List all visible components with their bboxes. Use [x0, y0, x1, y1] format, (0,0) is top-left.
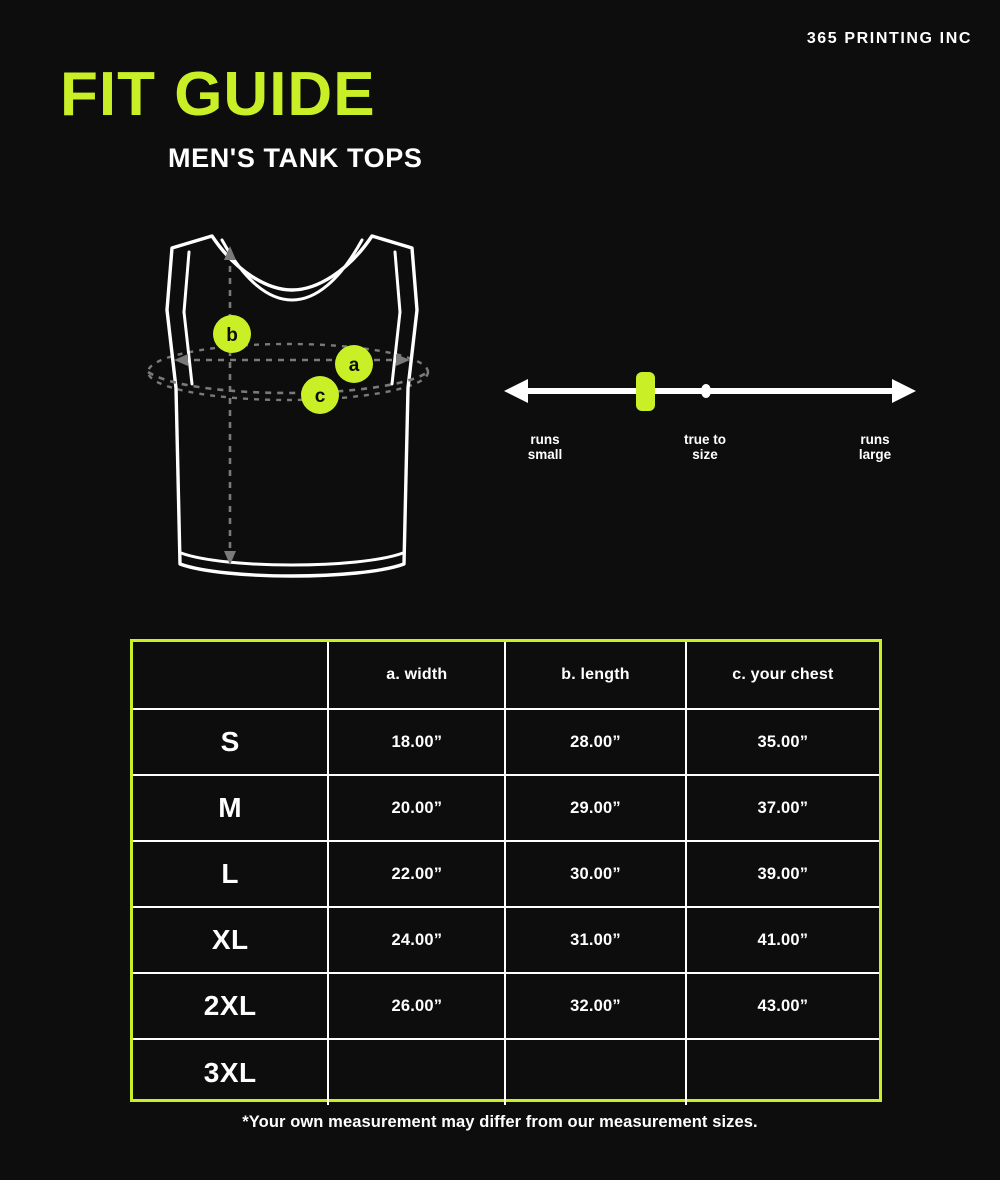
marker-a: a [335, 345, 373, 383]
cell-width: 18.00” [328, 709, 507, 776]
header-cell-chest: c. your chest [685, 642, 879, 710]
fit-scale-marker [636, 372, 655, 411]
length-measure-line [224, 246, 236, 565]
width-measure-line [174, 354, 410, 366]
cell-chest: 39.00” [685, 841, 879, 908]
cell-size: XL [133, 907, 330, 974]
marker-c-label: c [315, 386, 326, 407]
cell-width: 26.00” [328, 973, 507, 1040]
marker-b: b [213, 315, 251, 353]
chest-measure-line [147, 370, 429, 395]
marker-b-label: b [226, 325, 238, 346]
cell-size: L [133, 841, 330, 908]
tank-hem-line [179, 551, 405, 567]
cell-size: 2XL [133, 973, 330, 1040]
marker-c: c [301, 376, 339, 414]
cell-length: 30.00” [505, 841, 687, 908]
cell-chest [686, 1039, 879, 1105]
chest-ellipse-guide [146, 342, 430, 402]
table-row: 3XL [133, 1039, 879, 1105]
table-row: M 20.00” 29.00” 37.00” [133, 775, 879, 842]
fit-scale-labels: runs small true to size runs large [500, 432, 920, 477]
cell-length: 28.00” [505, 709, 687, 776]
fit-scale-arrow-left [504, 379, 528, 403]
brand-label: 365 PRINTING INC [806, 30, 972, 47]
cell-width [328, 1039, 507, 1105]
page-subtitle: MEN'S TANK TOPS [168, 143, 423, 173]
table-header-row: a. width b. length c. your chest [133, 642, 879, 710]
tank-top-illustration: b a c [140, 212, 450, 602]
page-title: FIT GUIDE [60, 60, 376, 129]
cell-chest: 37.00” [685, 775, 879, 842]
cell-size: M [133, 775, 330, 842]
fit-scale-label-small: runs small [527, 432, 563, 462]
cell-length [505, 1039, 687, 1105]
cell-length: 31.00” [505, 907, 687, 974]
fit-scale-center-dot [701, 384, 711, 398]
header-cell-size [133, 642, 330, 710]
table-row: XL 24.00” 31.00” 41.00” [133, 907, 879, 974]
cell-width: 24.00” [328, 907, 507, 974]
marker-a-label: a [349, 355, 360, 376]
fit-scale-label-true: true to size [684, 432, 726, 462]
cell-chest: 35.00” [685, 709, 879, 776]
table-row: L 22.00” 30.00” 39.00” [133, 841, 879, 908]
cell-size: 3XL [133, 1039, 330, 1105]
cell-width: 22.00” [328, 841, 507, 908]
measurement-footnote: *Your own measurement may differ from ou… [242, 1113, 758, 1131]
fit-scale [500, 368, 920, 478]
cell-size: S [133, 709, 330, 776]
header-cell-length: b. length [505, 642, 687, 710]
cell-length: 32.00” [505, 973, 687, 1040]
cell-chest: 43.00” [685, 973, 879, 1040]
size-chart-table: a. width b. length c. your chest S 18.00… [130, 639, 882, 1105]
fit-scale-arrow-right [892, 379, 916, 403]
cell-width: 20.00” [328, 775, 507, 842]
cell-chest: 41.00” [685, 907, 879, 974]
cell-length: 29.00” [505, 775, 687, 842]
table-row: 2XL 26.00” 32.00” 43.00” [133, 973, 879, 1040]
table-row: S 18.00” 28.00” 35.00” [133, 709, 879, 776]
header-cell-width: a. width [328, 642, 507, 710]
tank-outline [165, 234, 419, 578]
fit-scale-label-large: runs large [858, 432, 892, 462]
tank-inner-trim [182, 238, 402, 386]
